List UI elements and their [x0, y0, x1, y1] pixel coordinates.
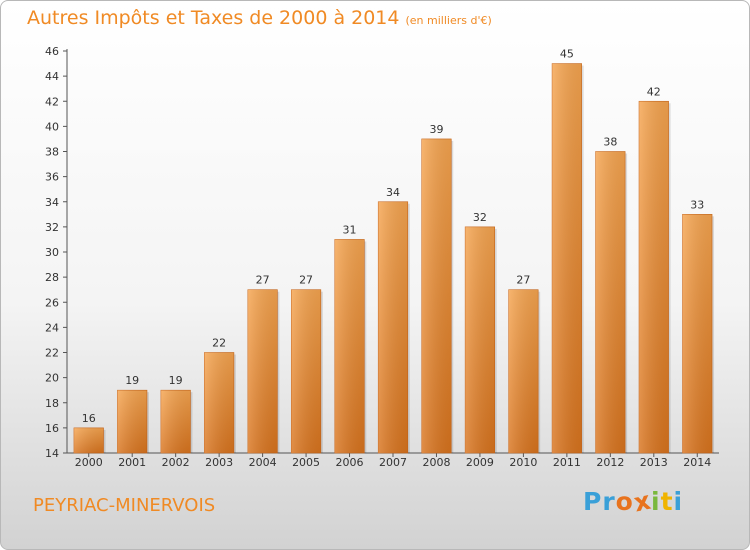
data-label-2006: 31 [343, 223, 357, 236]
bar-highlight [73, 427, 104, 453]
x-tick-label-2011: 2011 [553, 456, 581, 469]
x-tick-label-2006: 2006 [336, 456, 364, 469]
logo-letter: r [602, 487, 616, 516]
y-tick-label: 18 [45, 397, 59, 410]
x-tick-label-2010: 2010 [509, 456, 537, 469]
bar-highlight [204, 352, 234, 453]
bar-highlight [639, 101, 669, 453]
chart-title: Autres Impôts et Taxes de 2000 à 2014 (en… [27, 7, 492, 29]
bar-highlight [421, 138, 452, 453]
data-label-2003: 22 [212, 337, 226, 350]
x-tick-label-2003: 2003 [205, 456, 233, 469]
data-label-2001: 19 [125, 374, 139, 387]
y-tick-label: 42 [45, 95, 59, 108]
proxiti-logo: Proxiti [583, 486, 684, 518]
y-tick-label: 36 [45, 171, 59, 184]
bar-highlight [465, 226, 495, 453]
data-label-2010: 27 [516, 274, 530, 287]
bar-highlight [595, 151, 626, 453]
data-labels: 16 19 19 22 27 27 31 34 39 32 27 45 38 42 33 [82, 48, 705, 425]
y-tick-label: 14 [45, 447, 59, 460]
y-tick-label: 26 [45, 296, 59, 309]
logo-letter: o [615, 487, 634, 516]
logo-letter: i [651, 487, 661, 516]
x-tick-label-2014: 2014 [683, 456, 711, 469]
y-tick-label: 20 [45, 372, 59, 385]
x-tick-label-2012: 2012 [596, 456, 624, 469]
data-label-2012: 38 [603, 136, 617, 149]
bar-highlight [334, 239, 365, 453]
y-tick-label: 30 [45, 246, 59, 259]
y-tick-label: 32 [45, 221, 59, 234]
unit-note: (en milliers d'€) [405, 14, 492, 27]
bar-highlight [508, 289, 539, 453]
data-label-2002: 19 [169, 374, 183, 387]
bar-highlight [117, 390, 147, 453]
y-tick-label: 40 [45, 120, 59, 133]
x-tick-label-2008: 2008 [422, 456, 450, 469]
x-tick-label-2001: 2001 [118, 456, 146, 469]
data-label-2013: 42 [647, 85, 661, 98]
chart-title-text: Autres Impôts et Taxes de 2000 à 2014 [27, 7, 400, 29]
bar-highlight [378, 201, 408, 453]
y-tick-label: 22 [45, 347, 59, 360]
x-tick-label-2009: 2009 [466, 456, 494, 469]
data-label-2011: 45 [560, 48, 574, 61]
y-tick-label: 44 [45, 70, 59, 83]
data-label-2008: 39 [429, 123, 443, 136]
y-tick-label: 46 [45, 45, 59, 58]
y-tick-label: 34 [45, 196, 59, 209]
logo-letter: i [673, 487, 684, 516]
data-label-2009: 32 [473, 211, 487, 224]
bar-highlight [291, 289, 321, 453]
logo-letter: P [583, 487, 603, 516]
y-tick-label: 38 [45, 146, 59, 159]
commune-name: PEYRIAC-MINERVOIS [33, 495, 216, 516]
y-tick-label: 16 [45, 422, 59, 435]
x-tick-label-2013: 2013 [640, 456, 668, 469]
y-tick-label: 28 [45, 271, 59, 284]
x-tick-label-2005: 2005 [292, 456, 320, 469]
x-tick-label-2007: 2007 [379, 456, 407, 469]
x-tick-label-2000: 2000 [75, 456, 103, 469]
x-tick-label-2002: 2002 [162, 456, 190, 469]
bar-highlight [247, 289, 278, 453]
bar-highlight [160, 390, 191, 453]
data-label-2007: 34 [386, 186, 400, 199]
x-tick-label-2004: 2004 [249, 456, 277, 469]
data-label-2000: 16 [82, 412, 96, 425]
bars [73, 63, 715, 454]
logo-letter: t [660, 487, 674, 516]
y-tick-label: 24 [45, 321, 59, 334]
data-label-2005: 27 [299, 274, 313, 287]
data-label-2014: 33 [690, 198, 704, 211]
bar-highlight [682, 214, 713, 453]
data-label-2004: 27 [256, 274, 270, 287]
bar-highlight [552, 63, 582, 453]
